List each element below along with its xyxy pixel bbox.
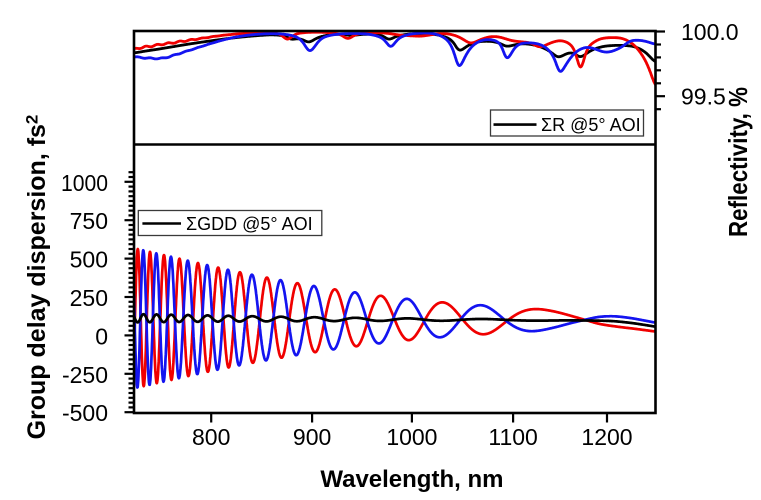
svg-text:Group delay dispersion, fs2: Group delay dispersion, fs2 [23,115,51,440]
svg-text:1100: 1100 [488,424,537,450]
svg-text:-500: -500 [62,400,108,426]
svg-text:1000: 1000 [386,424,437,450]
svg-text:1200: 1200 [581,424,632,450]
svg-text:800: 800 [192,424,230,450]
svg-text:Reflectivity, %: Reflectivity, % [723,87,753,237]
svg-text:ΣGDD @5° AOI: ΣGDD @5° AOI [186,214,313,234]
svg-text:-250: -250 [62,362,108,388]
svg-text:900: 900 [293,424,331,450]
svg-text:1000: 1000 [61,170,108,196]
svg-text:ΣR @5° AOI: ΣR @5° AOI [541,115,641,135]
svg-text:0: 0 [95,323,108,349]
svg-text:500: 500 [70,247,108,273]
svg-text:750: 750 [70,208,108,234]
svg-text:99.5: 99.5 [681,84,726,110]
svg-text:Wavelength, nm: Wavelength, nm [320,466,503,493]
svg-text:250: 250 [70,285,108,311]
svg-text:100.0: 100.0 [681,19,739,45]
